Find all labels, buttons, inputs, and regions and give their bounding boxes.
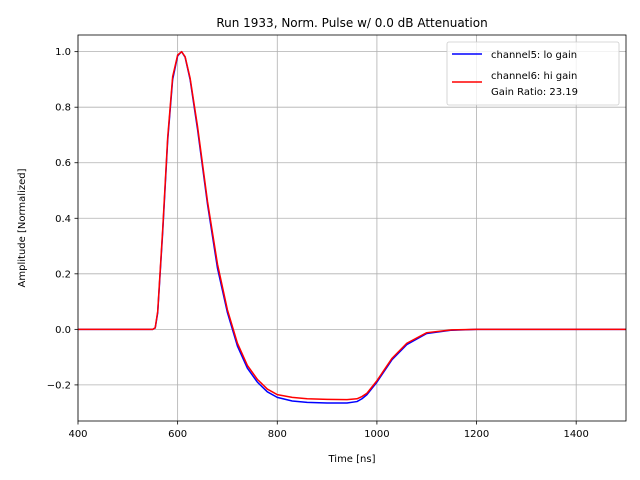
- grid: [77, 35, 626, 421]
- x-tick-label: 400: [68, 429, 87, 440]
- y-axis-label: Amplitude [Normalized]: [17, 168, 28, 287]
- y-tick-label: 0.4: [55, 214, 71, 225]
- y-tick-label: 0.2: [55, 269, 71, 280]
- chart-title: Run 1933, Norm. Pulse w/ 0.0 dB Attenuat…: [216, 16, 487, 30]
- y-tick-label: 0.0: [55, 325, 71, 336]
- legend-label-channel5: channel5: lo gain: [491, 50, 577, 61]
- x-tick-label: 800: [268, 429, 287, 440]
- y-axis: −0.2 0.0 0.2 0.4 0.6 0.8 1.0: [47, 47, 78, 391]
- series-layer: [78, 50, 626, 404]
- x-axis: 400 600 800 1000 1200 1400: [68, 421, 589, 440]
- legend-box: [446, 41, 620, 106]
- legend-gain-ratio: Gain Ratio: 23.19: [491, 87, 578, 98]
- y-tick-label: −0.2: [47, 380, 71, 391]
- series-line-channel6: [78, 50, 626, 401]
- legend-label-channel6: channel6: hi gain: [491, 71, 577, 82]
- y-tick-label: 1.0: [55, 47, 71, 58]
- y-tick-label: 0.8: [55, 103, 71, 114]
- x-tick-label: 1400: [563, 429, 588, 440]
- x-axis-label: Time [ns]: [327, 454, 375, 465]
- y-tick-label: 0.6: [55, 158, 71, 169]
- x-tick-label: 1200: [464, 429, 489, 440]
- x-tick-label: 1000: [364, 429, 389, 440]
- plot-frame: [77, 34, 627, 422]
- x-tick-label: 600: [168, 429, 187, 440]
- legend: channel5: lo gain channel6: hi gain Gain…: [446, 41, 620, 106]
